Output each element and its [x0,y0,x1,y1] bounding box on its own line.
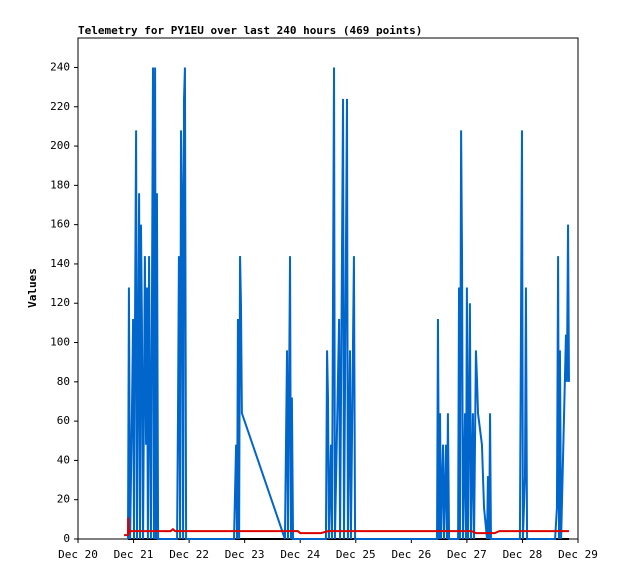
x-tick-label: Dec 25 [336,548,376,561]
y-tick-label: 120 [50,296,70,309]
y-tick-label: 180 [50,178,70,191]
y-tick-label: 100 [50,336,70,349]
y-tick-label: 60 [57,414,70,427]
x-tick-label: Dec 24 [280,548,320,561]
x-tick-label: Dec 28 [503,548,543,561]
y-tick-label: 200 [50,139,70,152]
y-tick-label: 140 [50,257,70,270]
x-tick-label: Dec 29 [558,548,598,561]
data-line [124,517,569,537]
x-tick-label: Dec 27 [447,548,487,561]
x-tick-label: Dec 21 [114,548,154,561]
y-tick-label: 220 [50,100,70,113]
y-tick-label: 20 [57,493,70,506]
x-tick-label: Dec 20 [58,548,98,561]
y-tick-label: 0 [63,532,70,545]
x-tick-label: Dec 22 [169,548,209,561]
x-tick-label: Dec 23 [225,548,265,561]
chart-title: Telemetry for PY1EU over last 240 hours … [78,24,422,37]
y-tick-label: 240 [50,60,70,73]
y-tick-label: 80 [57,375,70,388]
y-tick-label: 160 [50,218,70,231]
x-tick-label: Dec 26 [391,548,431,561]
y-tick-label: 40 [57,453,70,466]
y-axis-label: Values [26,268,39,308]
